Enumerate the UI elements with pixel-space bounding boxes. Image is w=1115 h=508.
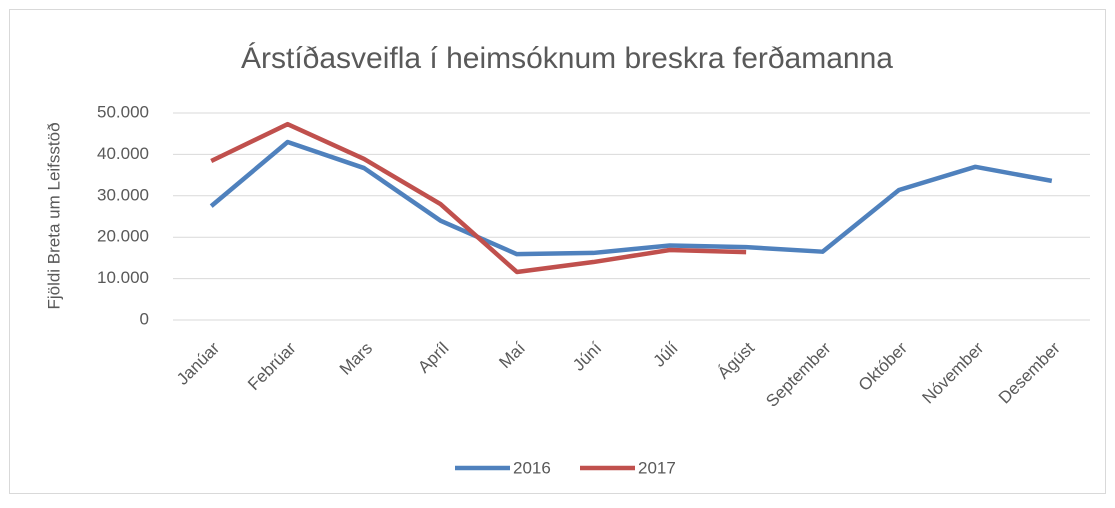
y-tick-label: 10.000 [97, 268, 149, 287]
y-axis-label: Fjöldi Breta um Leifsstöð [44, 122, 63, 309]
y-tick-label: 40.000 [97, 144, 149, 163]
legend-label: 2016 [513, 458, 551, 477]
y-tick-label: 50.000 [97, 102, 149, 121]
y-tick-label: 0 [140, 309, 149, 328]
y-tick-label: 20.000 [97, 227, 149, 246]
legend-label: 2017 [638, 458, 676, 477]
series-line [210, 121, 747, 275]
y-tick-label: 30.000 [97, 185, 149, 204]
chart-title: Árstíðasveifla í heimsóknum breskra ferð… [241, 42, 893, 75]
series-line [209, 139, 1053, 257]
